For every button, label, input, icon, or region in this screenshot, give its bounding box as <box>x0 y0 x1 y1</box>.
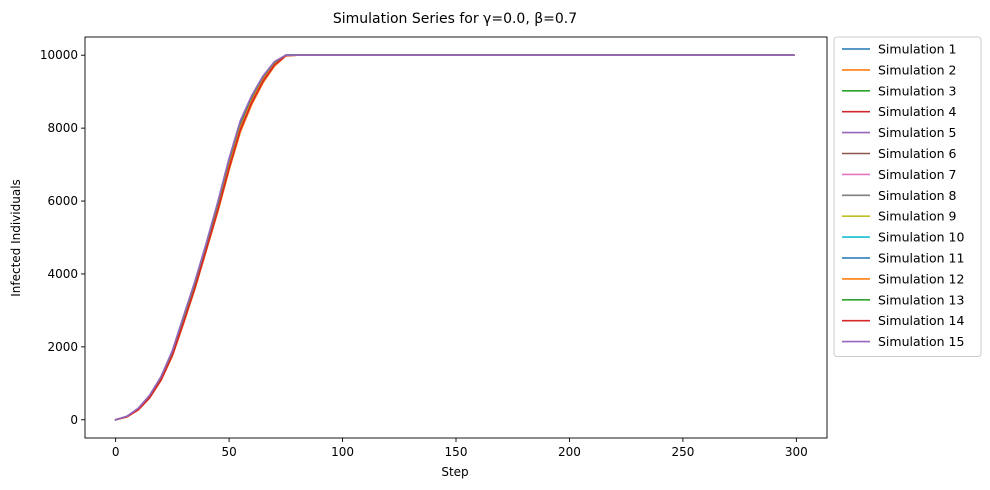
legend-label-8: Simulation 8 <box>878 188 957 203</box>
y-tick-label: 2000 <box>47 340 78 354</box>
y-tick-label: 6000 <box>47 194 78 208</box>
legend-label-12: Simulation 12 <box>878 271 964 286</box>
x-tick-label: 0 <box>112 445 120 459</box>
series-line-15 <box>114 54 795 421</box>
legend-label-7: Simulation 7 <box>878 167 957 182</box>
legend: Simulation 1 Simulation 2 Simulation 3 Simu… <box>833 36 982 357</box>
legend-label-4: Simulation 4 <box>878 104 957 119</box>
legend-label-11: Simulation 11 <box>878 251 964 266</box>
legend-label-14: Simulation 14 <box>878 313 965 328</box>
legend-label-13: Simulation 13 <box>878 292 964 307</box>
y-tick-label: 10000 <box>40 48 78 62</box>
legend-box <box>833 36 982 357</box>
plot-area: 0 50 100 150 200 250 300 0 2000 4000 6000 8000 10000 <box>40 36 828 459</box>
x-tick-label: 100 <box>331 445 354 459</box>
x-tick-label: 300 <box>785 445 808 459</box>
series-lines <box>114 54 795 421</box>
x-tick-label: 150 <box>445 445 468 459</box>
chart-title: Simulation Series for γ=0.0, β=0.7 <box>333 11 577 27</box>
y-tick-label: 8000 <box>47 121 78 135</box>
legend-label-5: Simulation 5 <box>878 125 957 140</box>
legend-label-3: Simulation 3 <box>878 83 957 98</box>
x-axis-label: Step <box>441 465 468 479</box>
legend-label-15: Simulation 15 <box>878 334 964 349</box>
legend-label-1: Simulation 1 <box>878 42 957 57</box>
legend-label-10: Simulation 10 <box>878 230 965 245</box>
x-tick-label: 250 <box>671 445 694 459</box>
y-tick-label: 0 <box>70 413 78 427</box>
y-tick-label: 4000 <box>47 267 78 281</box>
x-tick-label: 50 <box>221 445 236 459</box>
legend-label-9: Simulation 9 <box>878 209 957 224</box>
legend-label-6: Simulation 6 <box>878 146 957 161</box>
y-axis-label: Infected Individuals <box>9 179 23 297</box>
x-tick-label: 200 <box>558 445 581 459</box>
legend-label-2: Simulation 2 <box>878 62 957 77</box>
